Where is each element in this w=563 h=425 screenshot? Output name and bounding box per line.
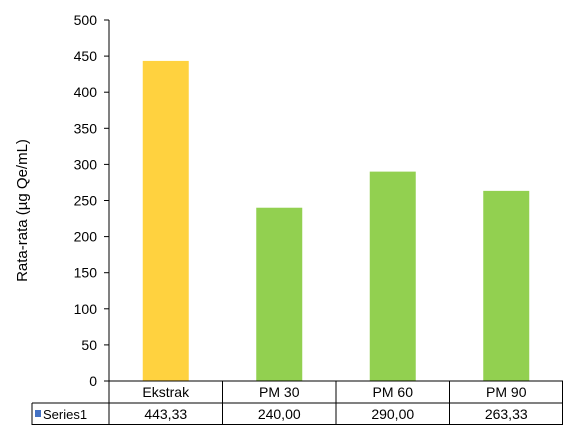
y-axis-ticks: 0 50 100 150 200 250 300 350 400 450 500 bbox=[74, 12, 109, 389]
bar bbox=[483, 190, 530, 381]
x-category-label: PM 60 bbox=[373, 384, 414, 400]
y-tick-label: 150 bbox=[74, 265, 98, 281]
y-tick-label: 300 bbox=[74, 156, 98, 172]
legend-marker bbox=[35, 410, 41, 417]
bars bbox=[142, 60, 530, 381]
y-tick-label: 500 bbox=[74, 12, 98, 28]
y-tick-label: 200 bbox=[74, 229, 98, 245]
y-axis-label: Rata-rata (µg Qe/mL) bbox=[14, 139, 31, 282]
bar bbox=[369, 171, 416, 381]
data-table-value: 263,33 bbox=[485, 406, 528, 422]
x-category-label: Ekstrak bbox=[142, 384, 190, 400]
data-table-value: 443,33 bbox=[144, 406, 187, 422]
y-tick-label: 450 bbox=[74, 48, 98, 64]
y-tick-label: 250 bbox=[74, 193, 98, 209]
bar bbox=[256, 207, 303, 381]
x-category-label: PM 30 bbox=[259, 384, 300, 400]
y-tick-label: 400 bbox=[74, 84, 98, 100]
y-tick-label: 0 bbox=[89, 373, 97, 389]
series-name: Series1 bbox=[43, 407, 87, 422]
y-tick-label: 350 bbox=[74, 120, 98, 136]
data-table-value: 290,00 bbox=[371, 406, 414, 422]
data-table-value: 240,00 bbox=[258, 406, 301, 422]
x-category-label: PM 90 bbox=[486, 384, 527, 400]
y-tick-label: 50 bbox=[81, 337, 97, 353]
y-tick-label: 100 bbox=[74, 301, 98, 317]
data-table: Ekstrak PM 30 PM 60 PM 90 Series1 443,33 240,0… bbox=[31, 380, 563, 425]
bar bbox=[142, 60, 189, 381]
